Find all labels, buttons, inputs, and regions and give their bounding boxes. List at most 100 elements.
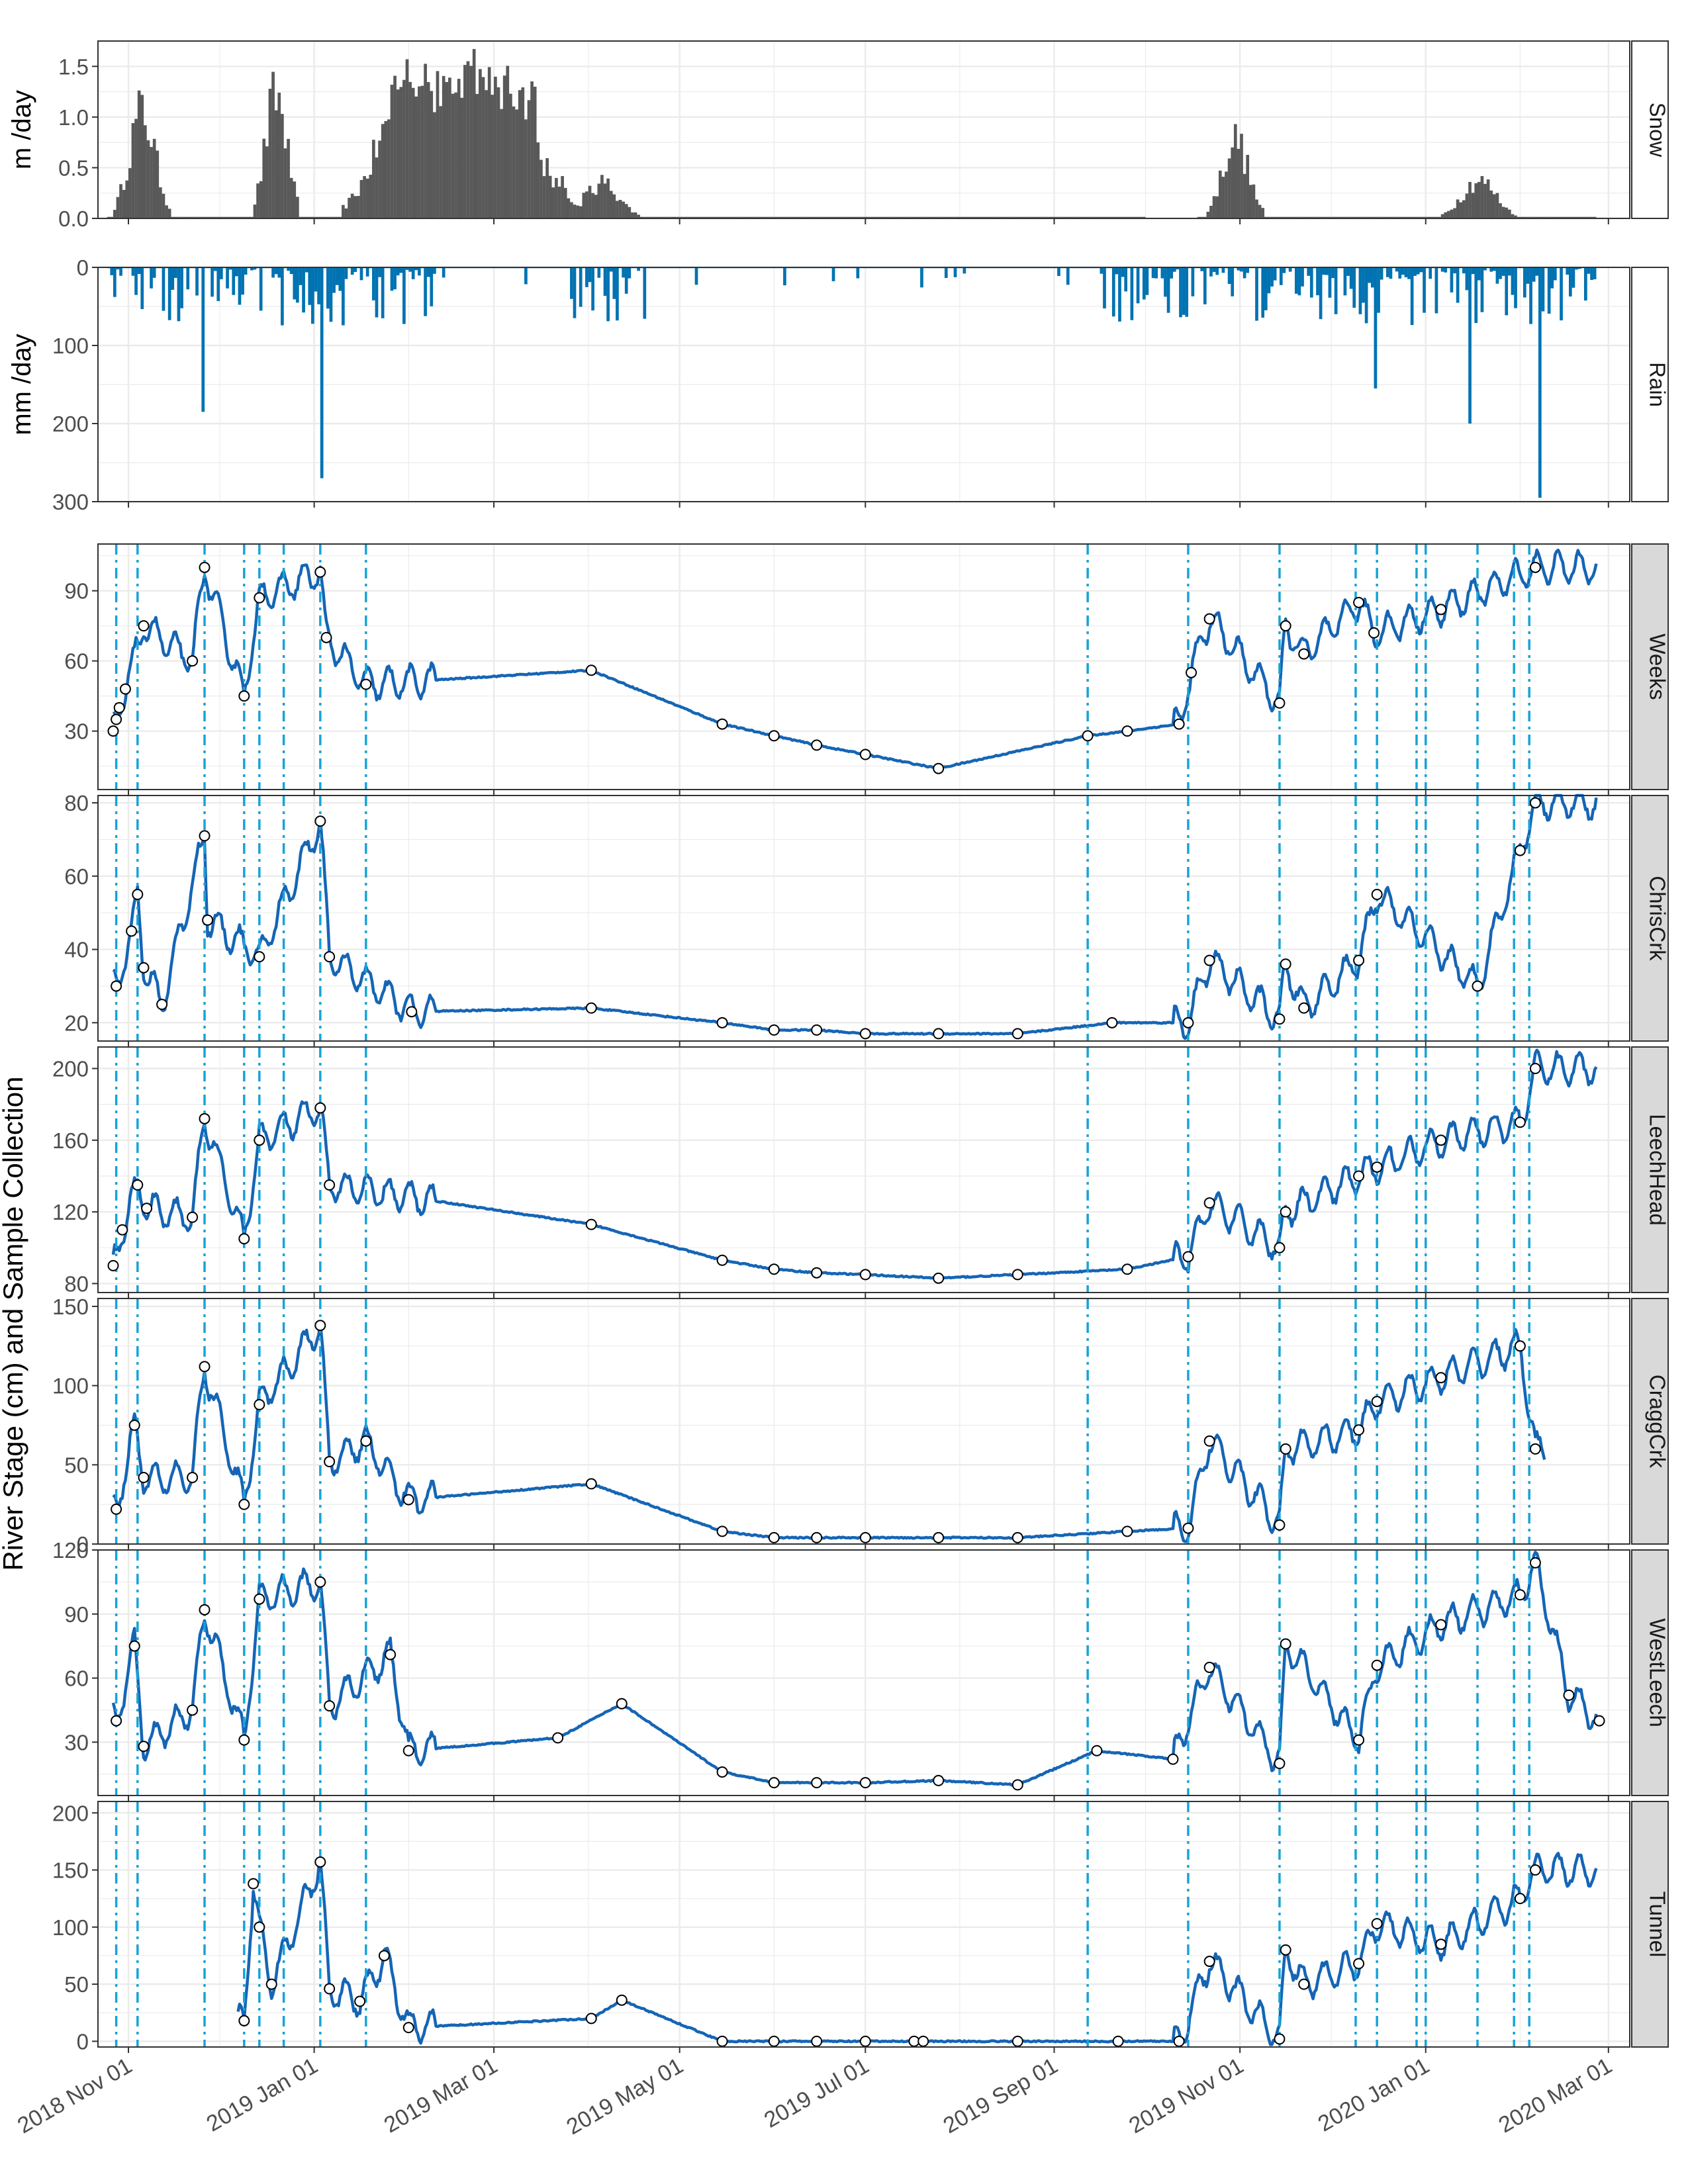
snow-bar (1240, 134, 1243, 218)
sample-point (117, 1224, 128, 1236)
sample-point (811, 2035, 823, 2047)
rain-bar (216, 267, 220, 301)
snow-bar (968, 216, 972, 218)
stage-chriscrk-ytick-label: 20 (64, 1011, 89, 1035)
snow-bar (491, 95, 494, 218)
snow-bar (167, 208, 171, 218)
sample-point (811, 1267, 823, 1279)
snow-bar (454, 92, 457, 218)
rain-bar (1358, 267, 1362, 314)
rain-bar (378, 267, 381, 277)
sample-point (933, 1531, 945, 1543)
snow-bar (776, 216, 780, 218)
snow-bar (363, 176, 366, 218)
snow-bar (804, 216, 808, 218)
snow-bar (144, 125, 147, 218)
snow-bar (509, 93, 512, 218)
x-tick-label: 2019 May 01 (562, 2053, 687, 2140)
rain-bar (296, 267, 299, 303)
snow-bar (768, 216, 771, 218)
snow-bar (557, 186, 561, 218)
rain-bar (1560, 267, 1563, 321)
rain-bar (396, 267, 400, 276)
snow-bar (256, 183, 259, 218)
snow-bar (847, 216, 851, 218)
snow-bar (786, 216, 790, 218)
sample-point (768, 730, 780, 742)
rain-bar (1103, 267, 1106, 309)
rain-bar (365, 267, 369, 277)
rain-bar (1164, 267, 1167, 297)
snow-bar (652, 216, 655, 218)
snow-bar (661, 216, 665, 218)
snow-bar (548, 175, 552, 218)
sample-point (385, 1649, 397, 1661)
rain-bar (353, 267, 357, 272)
snow-bar (1450, 209, 1454, 218)
sample-point (1274, 697, 1286, 709)
snow-bar (1200, 216, 1204, 218)
snow-bar (685, 216, 689, 218)
snow-bar (682, 216, 686, 218)
sample-point (128, 1640, 140, 1652)
snow-bar (1429, 216, 1432, 218)
snow-bar (646, 216, 649, 218)
rain-bar (140, 267, 144, 310)
snow-bar (426, 82, 430, 218)
snow-panel: 0.0 0.5 1.0 1.5 Snow m /day (7, 40, 1670, 231)
snow-bar (1225, 171, 1228, 218)
rain-bar (1419, 267, 1423, 273)
x-tick-label: 2019 Jan 01 (203, 2053, 322, 2136)
snow-bar (475, 93, 479, 218)
snow-bar (207, 216, 211, 218)
sample-point (254, 592, 265, 604)
snow-bars (107, 49, 1597, 219)
stage-leechhead-ytick-label: 120 (52, 1200, 89, 1224)
snow-bar (1434, 216, 1438, 218)
sample-point (768, 2035, 780, 2047)
snow-bar (1075, 216, 1079, 218)
sample-point (199, 1604, 211, 1615)
snow-bar (201, 216, 205, 218)
snow-bar (612, 194, 616, 218)
snow-bar (561, 176, 564, 218)
snow-bar (1492, 194, 1496, 218)
sample-point (1280, 620, 1291, 632)
snow-bar (1523, 216, 1526, 218)
rain-bar (1264, 267, 1268, 310)
sample-point (238, 1498, 250, 1510)
rain-bar (180, 267, 183, 308)
rain-bar (174, 267, 177, 278)
rain-bar (119, 267, 122, 276)
snow-bar (1316, 216, 1319, 218)
rain-ytick-label: 0 (77, 255, 89, 280)
sample-point (1280, 1638, 1291, 1650)
snow-bar (1136, 216, 1140, 218)
sample-point (1298, 1978, 1310, 1990)
sample-point (1529, 1557, 1541, 1569)
rain-bar (1322, 267, 1326, 275)
snow-bar (908, 216, 912, 218)
snow-bar (1209, 205, 1213, 218)
snow-bar (1520, 216, 1524, 218)
sample-point (1435, 1938, 1447, 1950)
rain-bar (211, 267, 214, 297)
snow-bar (698, 216, 701, 218)
x-tick-label: 2019 Mar 01 (380, 2053, 502, 2138)
snow-bar (445, 81, 449, 218)
sample-point (908, 2035, 920, 2047)
snow-bar (262, 138, 266, 218)
snow-bar (1328, 216, 1332, 218)
rain-bar (1532, 267, 1536, 282)
snow-bar (1130, 216, 1134, 218)
snow-bar (820, 216, 823, 218)
stage-line-chriscrk (112, 794, 1598, 1040)
rain-bar (1474, 267, 1478, 324)
rain-bar (162, 267, 165, 311)
snow-bar (719, 216, 723, 218)
rain-bar (1191, 267, 1195, 296)
rain-bar (289, 267, 293, 275)
snow-bar (822, 216, 826, 218)
snow-bar (911, 216, 914, 218)
